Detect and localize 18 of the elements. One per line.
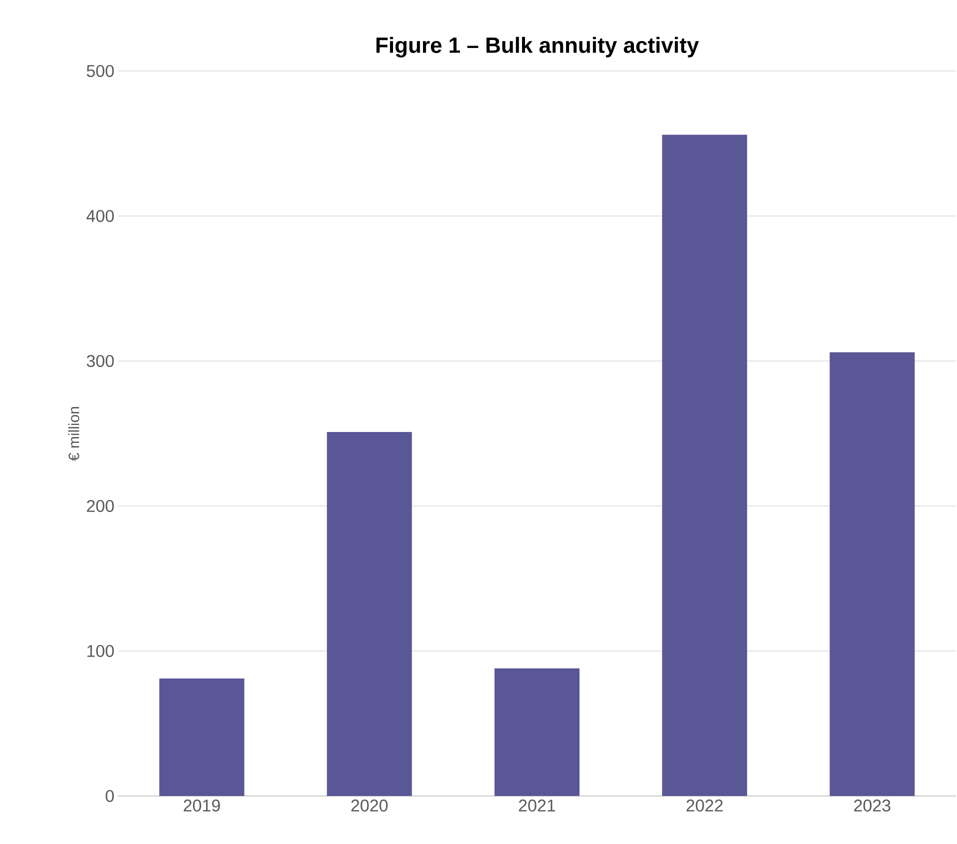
y-tick-label: 100 <box>87 644 114 658</box>
y-tick-label: 500 <box>86 64 114 78</box>
y-tick-label: 0 <box>106 790 114 802</box>
y-axis-title: € million <box>68 406 80 461</box>
bar <box>494 668 580 796</box>
bar <box>326 432 412 796</box>
x-tick-label: 2022 <box>686 800 723 812</box>
y-tick-label: 200 <box>86 500 114 512</box>
y-tick-label: 400 <box>86 210 114 222</box>
x-tick-label: 2019 <box>184 800 220 812</box>
x-tick-label: 2021 <box>518 800 556 812</box>
bar <box>159 678 244 796</box>
x-tick-label: 2023 <box>854 800 890 812</box>
y-tick-label: 300 <box>86 354 114 368</box>
bar <box>830 352 915 796</box>
chart-title: Figure 1 – Bulk annuity activity <box>376 36 699 58</box>
bar <box>662 134 748 796</box>
x-tick-label: 2020 <box>351 800 388 812</box>
